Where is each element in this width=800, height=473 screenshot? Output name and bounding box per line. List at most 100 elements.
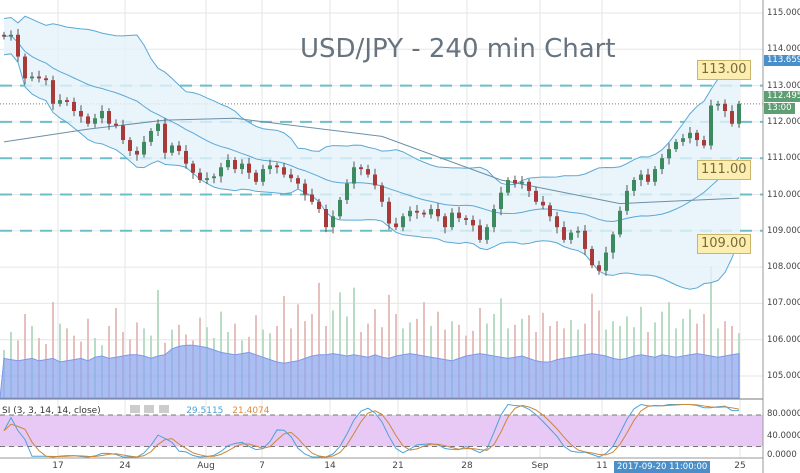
volume-bar [374,309,376,398]
candle-body [219,167,223,177]
volume-bar [640,306,642,398]
candle-body [9,34,13,37]
stoch-label[interactable]: SI (3, 3, 14, 14, close) [2,406,101,416]
candle-body [401,216,405,228]
volume-bar [297,304,299,398]
candle-body [534,190,538,202]
candle-body [247,163,251,173]
candle-body [310,194,314,202]
stoch-legend: SI (3, 3, 14, 14, close) 29.5115 21.4074 [2,405,270,416]
candle-body [51,80,55,104]
candle-body [359,167,363,170]
candle-body [436,209,440,217]
volume-bar [598,310,600,398]
candle-body [338,199,342,217]
candle-body [394,223,398,228]
volume-bar [388,294,390,398]
candle-body [450,212,454,228]
candle-body [408,210,412,217]
price-tick-label: 115.000 [767,8,800,18]
volume-bar [591,293,593,398]
candle-body [121,125,125,141]
date-tick-label: 11 [596,461,608,471]
candle-body [268,165,272,170]
date-tick-label: 14 [324,461,336,471]
candle-body [555,216,559,228]
volume-bar [423,302,425,398]
candle-body [44,78,48,81]
candle-body [457,212,461,219]
candle-body [646,174,650,182]
candle-body [492,209,496,228]
date-tick-label: 21 [392,461,404,471]
volume-bar [451,321,453,398]
candle-body [639,174,643,180]
candle-body [576,230,580,233]
alert-price-badge: 113.659 [764,55,800,66]
candle-body [562,227,566,240]
candle-body [737,103,741,124]
close-icon[interactable] [159,405,170,413]
volume-bar [157,290,159,398]
candle-body [128,140,132,151]
candle-body [674,141,678,150]
candle-body [233,160,237,170]
price-tick-label: 112.000 [767,116,800,127]
candle-body [149,130,153,142]
candle-body [422,212,426,215]
price-tick-label: 108.000 [767,262,800,273]
candle-body [72,101,76,112]
candle-body [660,158,664,170]
date-tick-label: 25 [734,461,746,471]
candle-body [688,132,692,139]
candle-body [289,174,293,179]
candle-body [282,167,286,175]
volume-bar [668,302,670,398]
candle-body [604,252,608,271]
countdown-badge: 13:00 [764,103,795,114]
level-tag-113: 113.00 [697,60,751,80]
volume-bar [528,315,530,398]
stoch-tick-40: 40.0000 [767,431,800,441]
volume-bar [318,282,320,398]
candle-body [429,209,433,215]
candle-body [464,218,468,220]
volume-bar [479,308,481,398]
candle-body [191,163,195,173]
candle-body [443,216,447,228]
price-tick-label: 105.000 [767,371,800,381]
bollinger-middle [3,35,740,223]
stochastic-pane [0,403,763,458]
candle-body [177,145,181,151]
candle-body [618,210,622,235]
candle-body [114,123,118,126]
candle-body [485,227,489,240]
candle-body [156,123,160,131]
candle-body [205,178,209,180]
candle-body [709,105,713,146]
level-tag-109: 109.00 [697,234,751,254]
candle-body [541,201,545,206]
candle-body [240,163,244,170]
candle-body [324,209,328,228]
stoch-k-value: 29.5115 [186,406,224,416]
candle-body [471,219,475,226]
candle-body [170,145,174,153]
candle-body [667,149,671,159]
candle-body [79,111,83,117]
candle-body [100,111,104,119]
candle-body [2,34,6,37]
candle-body [275,165,279,168]
settings-icon[interactable] [129,405,140,413]
date-tick-label: 7 [259,461,265,471]
candle-body [296,178,300,184]
volume-bar [542,312,544,398]
long-ma-line [3,117,740,205]
candle-body [352,167,356,184]
candle-body [261,169,265,182]
hide-icon[interactable] [144,405,155,413]
candle-body [499,192,503,210]
candle-body [632,179,636,191]
date-tick-label: 24 [119,461,131,471]
